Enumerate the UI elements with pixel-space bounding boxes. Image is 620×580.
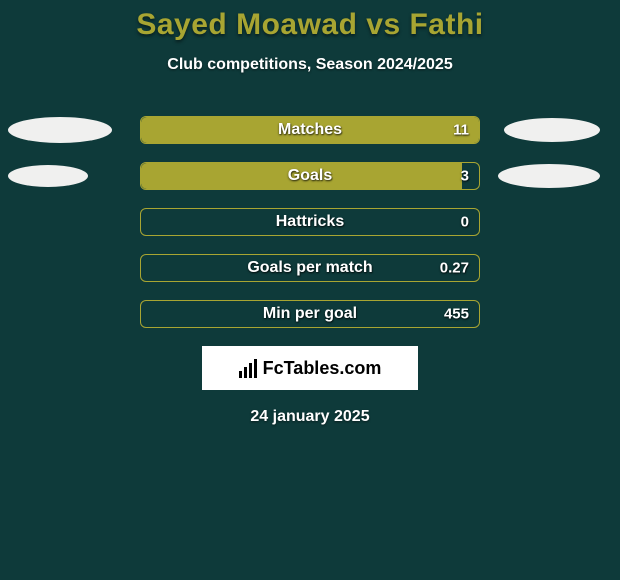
brand-text: FcTables.com	[263, 358, 382, 379]
stat-label: Min per goal	[141, 305, 479, 323]
brand-bars-icon	[239, 359, 257, 378]
stat-row: Goals per match0.27	[0, 254, 620, 282]
side-oval-left	[8, 165, 88, 187]
side-oval-right	[498, 164, 600, 188]
stats-area: Matches11 Goals3 Hattricks0 Goals per match…	[0, 116, 620, 328]
page-title: Sayed Moawad vs Fathi	[0, 0, 620, 42]
stat-label: Matches	[141, 121, 479, 139]
stat-row: Matches11	[0, 116, 620, 144]
stat-value: 3	[461, 168, 469, 185]
brand-box: FcTables.com	[202, 346, 418, 390]
stat-value: 455	[444, 306, 469, 323]
footer-date: 24 january 2025	[0, 408, 620, 426]
stat-bar: Matches11	[140, 116, 480, 144]
stat-bar: Hattricks0	[140, 208, 480, 236]
stat-row: Min per goal455	[0, 300, 620, 328]
stat-label: Hattricks	[141, 213, 479, 231]
side-oval-right	[504, 118, 600, 142]
stat-bar: Goals3	[140, 162, 480, 190]
stat-bar: Min per goal455	[140, 300, 480, 328]
stat-value: 11	[453, 122, 469, 139]
stat-value: 0	[461, 214, 469, 231]
side-oval-left	[8, 117, 112, 143]
stat-label: Goals per match	[141, 259, 479, 277]
stat-label: Goals	[141, 167, 479, 185]
stat-value: 0.27	[440, 260, 469, 277]
stat-row: Hattricks0	[0, 208, 620, 236]
page-subtitle: Club competitions, Season 2024/2025	[0, 56, 620, 74]
stat-bar: Goals per match0.27	[140, 254, 480, 282]
stat-row: Goals3	[0, 162, 620, 190]
